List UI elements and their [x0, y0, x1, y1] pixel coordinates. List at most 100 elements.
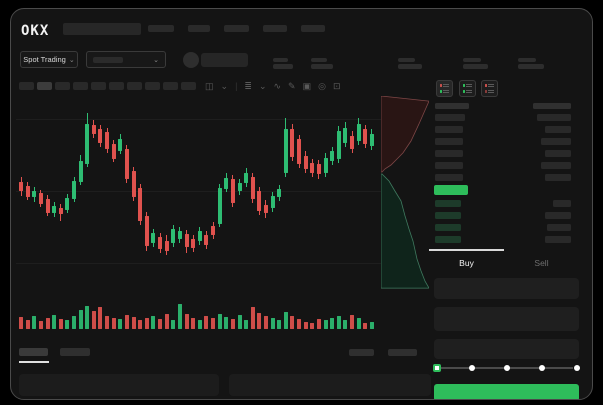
timeframe-button-7[interactable] — [145, 82, 160, 90]
book-bids-icon[interactable] — [458, 80, 476, 97]
candle-style-icon[interactable]: ◫ — [205, 80, 214, 91]
tab-buy[interactable]: Buy — [459, 258, 474, 268]
volume-bar — [316, 319, 321, 329]
volume-bar — [263, 316, 268, 329]
buy-tab-indicator — [429, 249, 504, 251]
timeframe-button-0[interactable] — [19, 82, 34, 90]
volume-bar — [158, 319, 162, 329]
stat-label-3 — [463, 58, 481, 62]
line-tool-icon[interactable]: ∿ — [273, 80, 282, 91]
order-book-header-price — [435, 103, 469, 109]
slider-step-2[interactable] — [504, 365, 510, 371]
order-field-0[interactable] — [434, 278, 579, 299]
market-type-dropdown[interactable]: Spot Trading ⌄ — [20, 51, 78, 68]
slider-step-0[interactable] — [433, 364, 441, 372]
volume-bar — [336, 316, 341, 329]
search-input[interactable] — [63, 23, 141, 35]
ask-row-price[interactable] — [435, 114, 465, 121]
bid-row-price[interactable] — [435, 224, 461, 231]
volume-bar — [52, 314, 57, 329]
bid-row-price[interactable] — [435, 236, 461, 243]
timeframe-button-6[interactable] — [127, 82, 142, 90]
book-both-icon[interactable] — [436, 80, 453, 97]
pair-dropdown[interactable]: ⌄ — [86, 51, 166, 68]
depth-asks-area — [381, 96, 429, 173]
candle — [330, 150, 335, 161]
order-field-2[interactable] — [434, 339, 579, 359]
volume-bar — [184, 314, 189, 329]
nav-item-0[interactable] — [148, 25, 174, 32]
gridline-2 — [16, 263, 381, 265]
candle — [111, 144, 116, 159]
bottom-tab-1[interactable] — [60, 348, 90, 356]
nav-item-3[interactable] — [263, 25, 287, 32]
ask-row-price[interactable] — [435, 138, 463, 145]
timeframe-button-2[interactable] — [55, 82, 70, 90]
nav-item-1[interactable] — [188, 25, 210, 32]
bottom-panel-box-0[interactable] — [19, 374, 219, 396]
volume-bar — [171, 320, 176, 329]
camera-icon[interactable]: ▣ — [302, 80, 312, 91]
ask-row-price[interactable] — [435, 126, 463, 133]
candlestick-chart[interactable] — [16, 105, 381, 333]
ask-row-price[interactable] — [435, 162, 463, 169]
timeframe-button-1[interactable] — [37, 82, 52, 90]
slider-step-1[interactable] — [469, 365, 475, 371]
fullscreen-icon[interactable]: ⊡ — [332, 80, 341, 91]
volume-bar — [131, 316, 136, 329]
draw-tool-icon[interactable]: ✎ — [288, 80, 296, 91]
timeframe-button-8[interactable] — [163, 82, 178, 90]
timeframe-button-3[interactable] — [73, 82, 88, 90]
nav-item-4[interactable] — [301, 25, 325, 32]
bid-row-amount — [545, 236, 571, 243]
candle — [91, 124, 96, 134]
volume-bar — [38, 321, 43, 329]
volume-bar — [177, 304, 182, 329]
bottom-panel-box-1[interactable] — [229, 374, 431, 396]
bid-row-price[interactable] — [435, 200, 461, 207]
volume-bar — [144, 318, 149, 329]
app-window: OKX Spot Trading ⌄ ⌄ ◫ ⌄ | ≣ ⌄ ∿ ✎ ▣ ◎ ⊡ Buy Sell — [10, 8, 593, 400]
buy-submit-button[interactable] — [434, 384, 579, 399]
ask-row-price[interactable] — [435, 150, 463, 157]
candle — [118, 139, 123, 151]
settings-icon[interactable]: ◎ — [318, 80, 326, 91]
candle — [184, 234, 189, 247]
slider-step-3[interactable] — [539, 365, 545, 371]
order-book-header-amount — [533, 103, 571, 109]
candle — [58, 208, 63, 214]
candle — [98, 129, 103, 144]
volume-bar — [343, 320, 348, 329]
okx-logo: OKX — [21, 23, 50, 39]
indicators-icon[interactable]: ≣ — [244, 80, 252, 91]
timeframe-button-5[interactable] — [109, 82, 124, 90]
bid-row-price[interactable] — [435, 212, 461, 219]
last-price-highlight[interactable] — [434, 185, 468, 195]
bottom-action-1[interactable] — [388, 349, 417, 356]
candle — [151, 233, 156, 243]
ask-row-amount — [545, 150, 571, 157]
nav-item-2[interactable] — [224, 25, 249, 32]
gridline-0 — [16, 119, 381, 121]
timeframe-button-9[interactable] — [181, 82, 196, 90]
bottom-action-0[interactable] — [349, 349, 374, 356]
slider-step-4[interactable] — [574, 365, 580, 371]
timeframe-button-4[interactable] — [91, 82, 106, 90]
volume-bar — [65, 320, 70, 329]
tab-sell[interactable]: Sell — [534, 258, 549, 268]
volume-bar — [356, 318, 361, 329]
stat-label-0 — [273, 58, 288, 62]
amount-slider[interactable] — [433, 361, 580, 375]
pair-action-button[interactable] — [201, 53, 248, 67]
volume-bar — [369, 321, 374, 329]
bid-row-amount — [547, 224, 571, 231]
order-field-1[interactable] — [434, 307, 579, 331]
volume-bar — [197, 320, 202, 329]
chevron-down-icon[interactable]: ⌄ — [258, 80, 267, 91]
candle — [343, 128, 348, 144]
bottom-tab-0[interactable] — [19, 348, 48, 356]
chevron-down-icon[interactable]: ⌄ — [220, 80, 229, 91]
ask-row-price[interactable] — [435, 174, 463, 181]
book-asks-icon[interactable] — [481, 80, 498, 97]
volume-bar — [363, 322, 368, 329]
